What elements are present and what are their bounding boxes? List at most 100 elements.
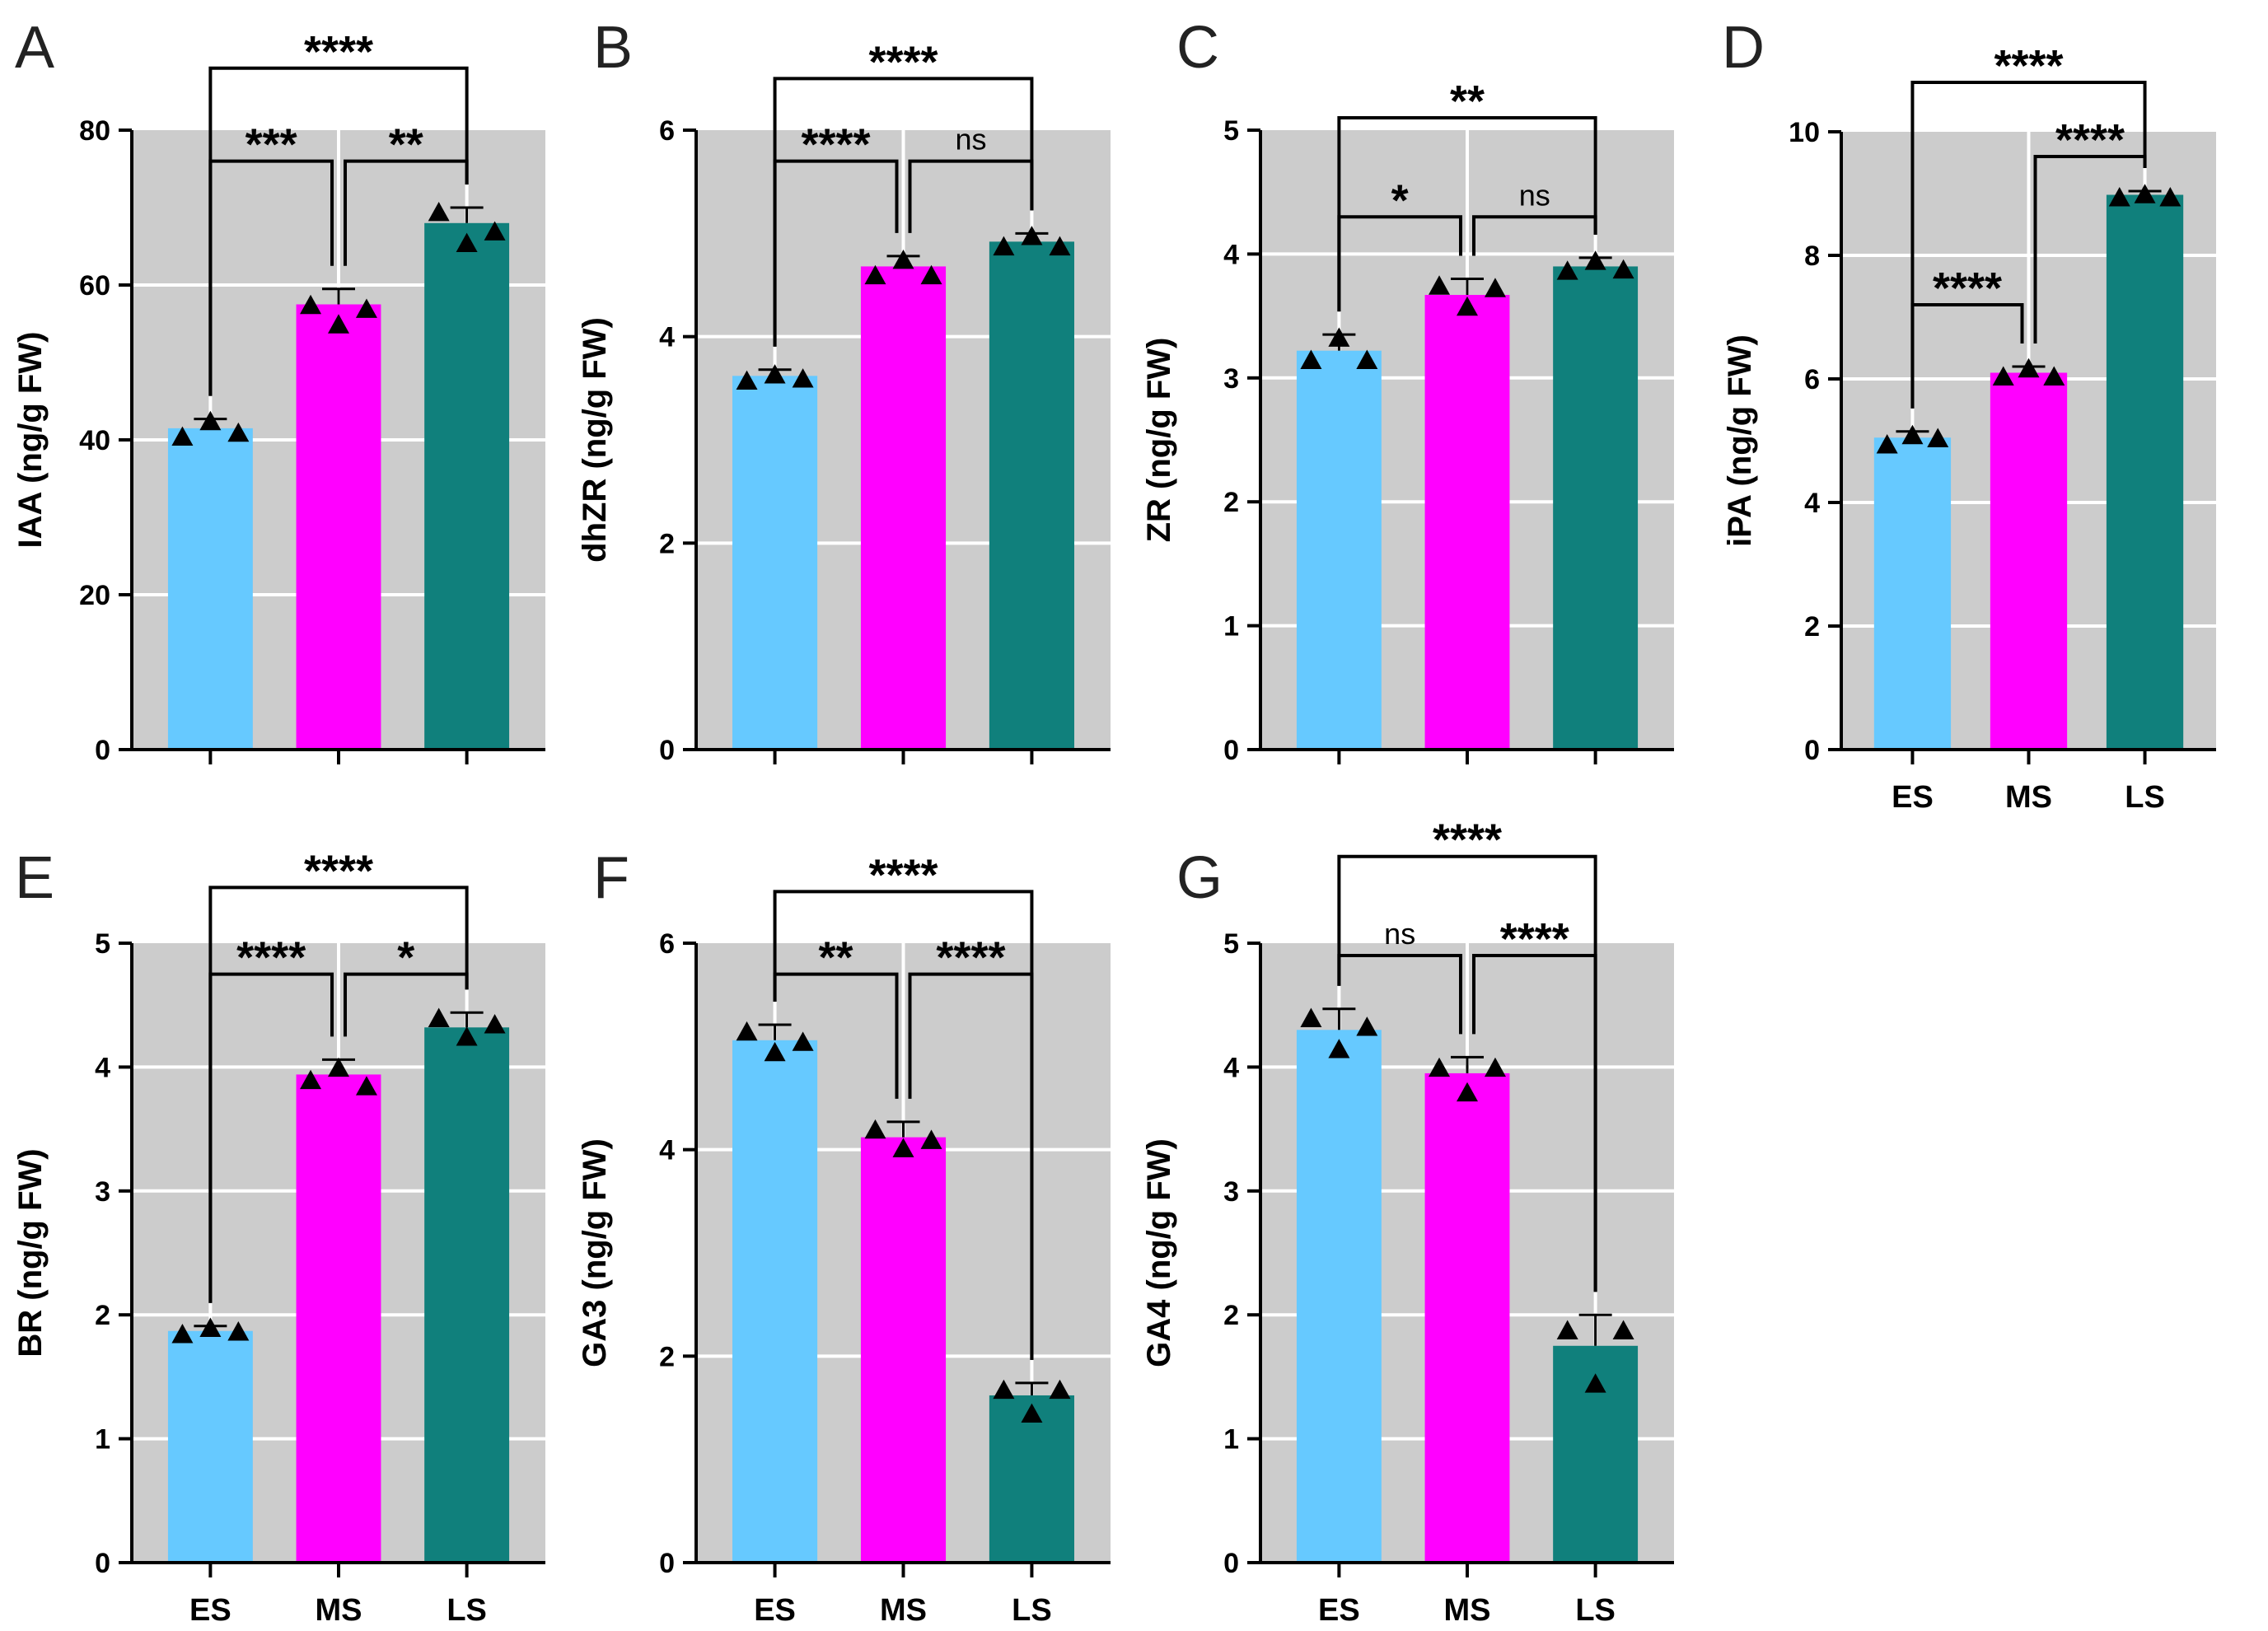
data-point-b-ls-2 — [1049, 236, 1071, 256]
sig-label-a-1: ** — [389, 120, 423, 170]
data-point-a-ms-0 — [300, 294, 322, 315]
panel-letter-f: F — [593, 845, 629, 911]
data-point-e-ls-2 — [484, 1014, 506, 1034]
data-point-b-ls-0 — [993, 236, 1015, 256]
sig-label-a-0: *** — [246, 120, 297, 170]
y-tick-label-a-1: 20 — [79, 580, 110, 611]
panel-letter-b: B — [593, 15, 633, 81]
panel-letter-e: E — [15, 845, 54, 911]
y-axis-title-g: GA4 (ng/g FW) — [1141, 1138, 1177, 1367]
data-point-g-es-1 — [1328, 1039, 1350, 1059]
y-tick-label-d-2: 4 — [1804, 488, 1820, 519]
data-point-a-ls-0 — [428, 202, 450, 222]
y-tick-label-e-1: 1 — [95, 1424, 110, 1456]
data-point-g-es-2 — [1356, 1016, 1378, 1036]
x-tick-label-g-ls: LS — [1575, 1593, 1616, 1628]
data-point-b-es-2 — [792, 368, 814, 388]
data-point-a-ms-2 — [355, 298, 377, 318]
data-point-e-ms-0 — [300, 1069, 322, 1090]
y-tick-label-e-2: 2 — [95, 1300, 110, 1331]
sig-label-g-0: ns — [1384, 917, 1415, 951]
y-tick-label-f-3: 6 — [659, 928, 675, 960]
x-tick-label-f-es: ES — [754, 1593, 796, 1628]
data-point-e-es-2 — [227, 1321, 250, 1341]
data-point-e-es-1 — [199, 1317, 222, 1337]
y-tick-label-f-2: 4 — [659, 1135, 675, 1166]
sig-label-c-1: ns — [1519, 178, 1550, 212]
sig-label-e-1: * — [397, 933, 414, 983]
sig-label-e-0: **** — [236, 933, 306, 983]
data-point-e-ls-0 — [428, 1007, 450, 1027]
sig-bracket-a-2 — [208, 66, 469, 396]
panel-c: C 0 1 2 3 4 5 ZR (ng/g FW) * ns ** — [1141, 15, 1674, 766]
x-tick-label-d-es: ES — [1892, 780, 1934, 815]
data-point-f-es-2 — [792, 1031, 814, 1051]
data-point-d-ls-0 — [2108, 187, 2130, 207]
data-point-e-es-0 — [171, 1324, 194, 1344]
bar-b-ms — [860, 266, 947, 750]
data-point-f-ls-2 — [1049, 1379, 1071, 1400]
bar-e-es — [167, 1330, 253, 1563]
y-tick-label-e-5: 5 — [95, 928, 110, 960]
sig-bracket-b-2 — [773, 77, 1034, 347]
data-point-e-ms-2 — [355, 1076, 377, 1096]
y-axis-title-e: BR (ng/g FW) — [12, 1148, 49, 1357]
y-tick-label-f-0: 0 — [659, 1548, 675, 1579]
data-point-f-es-1 — [764, 1041, 786, 1062]
bar-e-ms — [296, 1074, 381, 1563]
data-point-d-ls-1 — [2134, 184, 2156, 203]
y-tick-label-b-3: 6 — [659, 115, 675, 147]
data-point-c-ms-2 — [1484, 278, 1506, 297]
bar-b-ls — [989, 241, 1074, 750]
x-tick-label-d-ms: MS — [2005, 780, 2052, 815]
y-tick-label-c-2: 2 — [1223, 487, 1239, 518]
bar-g-es — [1296, 1030, 1382, 1563]
x-tick-label-g-ms: MS — [1444, 1593, 1491, 1628]
sig-label-d-1: **** — [2055, 115, 2125, 165]
y-tick-label-b-1: 2 — [659, 528, 675, 559]
data-point-a-es-2 — [227, 422, 250, 442]
data-point-a-ms-1 — [328, 314, 349, 334]
y-axis-title-d: iPA (ng/g FW) — [1722, 334, 1758, 547]
data-point-e-ls-1 — [456, 1026, 478, 1046]
data-point-c-ms-0 — [1429, 275, 1451, 295]
bar-f-ls — [989, 1395, 1074, 1563]
data-point-c-es-1 — [1328, 327, 1350, 347]
sig-label-g-1: **** — [1500, 914, 1569, 964]
y-tick-label-d-1: 2 — [1804, 611, 1820, 643]
data-point-b-es-1 — [764, 364, 786, 384]
y-tick-label-e-3: 3 — [95, 1176, 110, 1208]
data-point-g-ls-2 — [1612, 1320, 1634, 1339]
x-tick-label-e-ms: MS — [316, 1593, 362, 1628]
y-tick-label-c-5: 5 — [1223, 115, 1239, 147]
y-tick-label-c-1: 1 — [1223, 611, 1239, 643]
bar-c-es — [1296, 350, 1382, 750]
y-tick-label-b-2: 4 — [659, 322, 675, 353]
panel-letter-c: C — [1176, 15, 1219, 81]
y-tick-label-d-4: 8 — [1804, 241, 1820, 272]
data-point-f-ms-2 — [920, 1129, 942, 1149]
panel-letter-g: G — [1176, 845, 1223, 911]
data-point-f-ms-1 — [892, 1138, 914, 1157]
sig-label-c-0: * — [1391, 175, 1409, 225]
data-point-d-es-1 — [1901, 424, 1924, 445]
y-axis-title-b: dhZR (ng/g FW) — [577, 317, 613, 563]
sig-label-d-2: **** — [1994, 41, 2063, 91]
y-axis-title-f: GA3 (ng/g FW) — [577, 1138, 613, 1367]
data-point-d-ms-0 — [1992, 366, 2014, 386]
x-tick-label-d-ls: LS — [2125, 780, 2165, 815]
bar-f-ms — [860, 1137, 947, 1563]
data-point-g-ls-1 — [1584, 1373, 1606, 1393]
data-point-a-es-0 — [171, 426, 194, 446]
data-point-d-ls-2 — [2159, 187, 2181, 207]
data-point-b-ms-0 — [864, 264, 886, 285]
bar-d-ls — [2106, 194, 2184, 750]
y-tick-label-e-0: 0 — [95, 1548, 110, 1579]
data-point-e-ms-1 — [328, 1057, 349, 1077]
x-tick-label-e-ls: LS — [447, 1593, 487, 1628]
y-tick-label-f-1: 2 — [659, 1341, 675, 1372]
data-point-g-es-0 — [1300, 1007, 1322, 1027]
